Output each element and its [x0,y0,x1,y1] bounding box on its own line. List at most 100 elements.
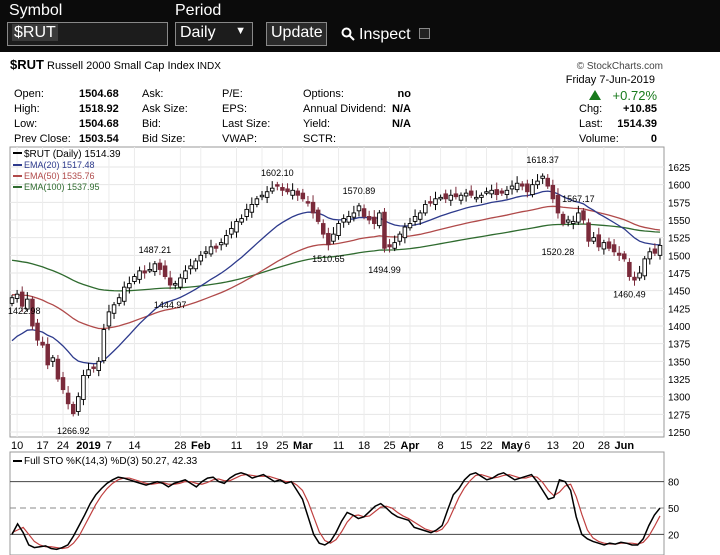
candle-body [428,201,433,204]
candle-body [40,341,45,346]
candle-body [463,192,469,197]
candle-body [157,262,163,270]
toolbar: Symbol $RUT Period Daily ▼ Update Inspect [0,0,720,52]
candle-body [50,357,56,362]
price-annotation: 1422.98 [8,306,41,316]
candle-body [361,208,367,217]
candle-body [101,329,107,362]
candle-body [147,269,153,272]
price-gridlines [10,147,664,437]
candle-body [254,198,260,205]
y-tick-label: 1275 [668,410,691,421]
volume-label: Volume: [579,133,619,145]
candle-body [489,189,494,195]
x-tick-label: May [501,440,523,452]
x-tick-label: Jun [615,440,635,452]
legend-ema50: EMA(50) 1535.76 [24,171,95,181]
stoch-level-label: 50 [668,504,680,515]
candle-body [91,366,96,369]
candle-body [596,234,602,248]
price-annotation: 1487.21 [139,245,172,255]
candle-body [173,283,178,286]
x-tick-label: 2019 [76,440,100,452]
candle-body [346,216,352,223]
x-tick-label: 18 [358,440,370,452]
price-annotation: 1520.28 [542,247,575,257]
last-size-label: Last Size: [222,118,270,130]
x-tick-label: 24 [57,440,69,452]
symbol-input[interactable]: $RUT [7,22,168,46]
candle-body [132,276,137,282]
up-arrow-icon [589,90,601,100]
ema50-line [11,205,661,330]
candle-body [142,270,147,274]
symbol-label: Symbol [9,2,63,19]
x-tick-label: 8 [438,440,444,452]
candle-body [111,304,117,314]
y-tick-label: 1600 [668,181,691,192]
candle-body [45,343,50,366]
chg-value: +10.85 [623,103,657,115]
period-value: Daily [180,24,216,41]
symbol-value: $RUT [12,24,58,41]
price-annotation: 1570.89 [343,186,376,196]
candle-body [300,192,306,200]
inspect-checkbox[interactable] [419,28,430,39]
header-symbol: $RUT [10,57,44,72]
candle-body [576,212,581,223]
candle-body [474,196,479,200]
candle-body [9,297,15,304]
stoch-gridlines: 80 50 20 [10,478,680,541]
candle-body [356,205,362,212]
candle-body [387,244,392,248]
period-select[interactable]: Daily ▼ [175,22,253,46]
high-label: High: [14,103,40,115]
open-value: 1504.68 [79,88,119,100]
x-tick-label: 17 [36,440,48,452]
stoch-panel-frame [9,451,665,555]
candle-body [484,191,489,194]
yield-value: N/A [392,118,411,130]
candle-body [652,248,658,254]
candle-body [499,190,505,194]
candle-body [366,216,372,221]
candle-body [239,218,244,223]
candle-body [264,191,270,198]
price-annotations: 1422.98 1266.92 1487.21 1444.97 1602.10 1510.… [8,155,646,436]
candle-body [86,369,91,376]
candle-body [611,244,617,253]
candle-body [392,242,397,249]
legend-price: $RUT (Daily) 1514.39 [24,149,121,160]
stoch-level-label: 20 [668,530,680,541]
candle-body [453,193,459,198]
candle-body [305,201,311,204]
ask-size-label: Ask Size: [142,103,188,115]
candle-body [55,358,61,380]
x-tick-label: 15 [460,440,472,452]
magnifier-icon [341,27,355,41]
candle-body [525,183,530,193]
candle-body [65,392,71,405]
update-button[interactable]: Update [266,22,327,46]
candle-body [152,263,158,273]
candle-body [494,189,499,196]
candle-body [540,175,545,179]
price-panel-frame [9,146,665,438]
candle-body [295,190,300,196]
candle-body [382,211,387,249]
y-tick-label: 1575 [668,198,691,209]
stoch-level-label: 80 [668,478,680,489]
y-tick-label: 1400 [668,322,691,333]
candle-body [19,291,25,307]
price-annotation: 1602.10 [261,168,294,178]
candle-body [571,220,576,224]
candle-body [259,194,265,198]
y-tick-label: 1450 [668,287,691,298]
stoch-legend: Full STO %K(14,3) %D(3) 50.27, 42.33 [24,456,198,467]
change-pct: +0.72% [613,88,658,103]
price-annotation: 1494.99 [368,265,401,275]
x-tick-label: 28 [598,440,610,452]
x-tick-label: 14 [128,440,140,452]
candle-body [76,396,81,412]
brand-label: © StockCharts.com [577,61,663,72]
